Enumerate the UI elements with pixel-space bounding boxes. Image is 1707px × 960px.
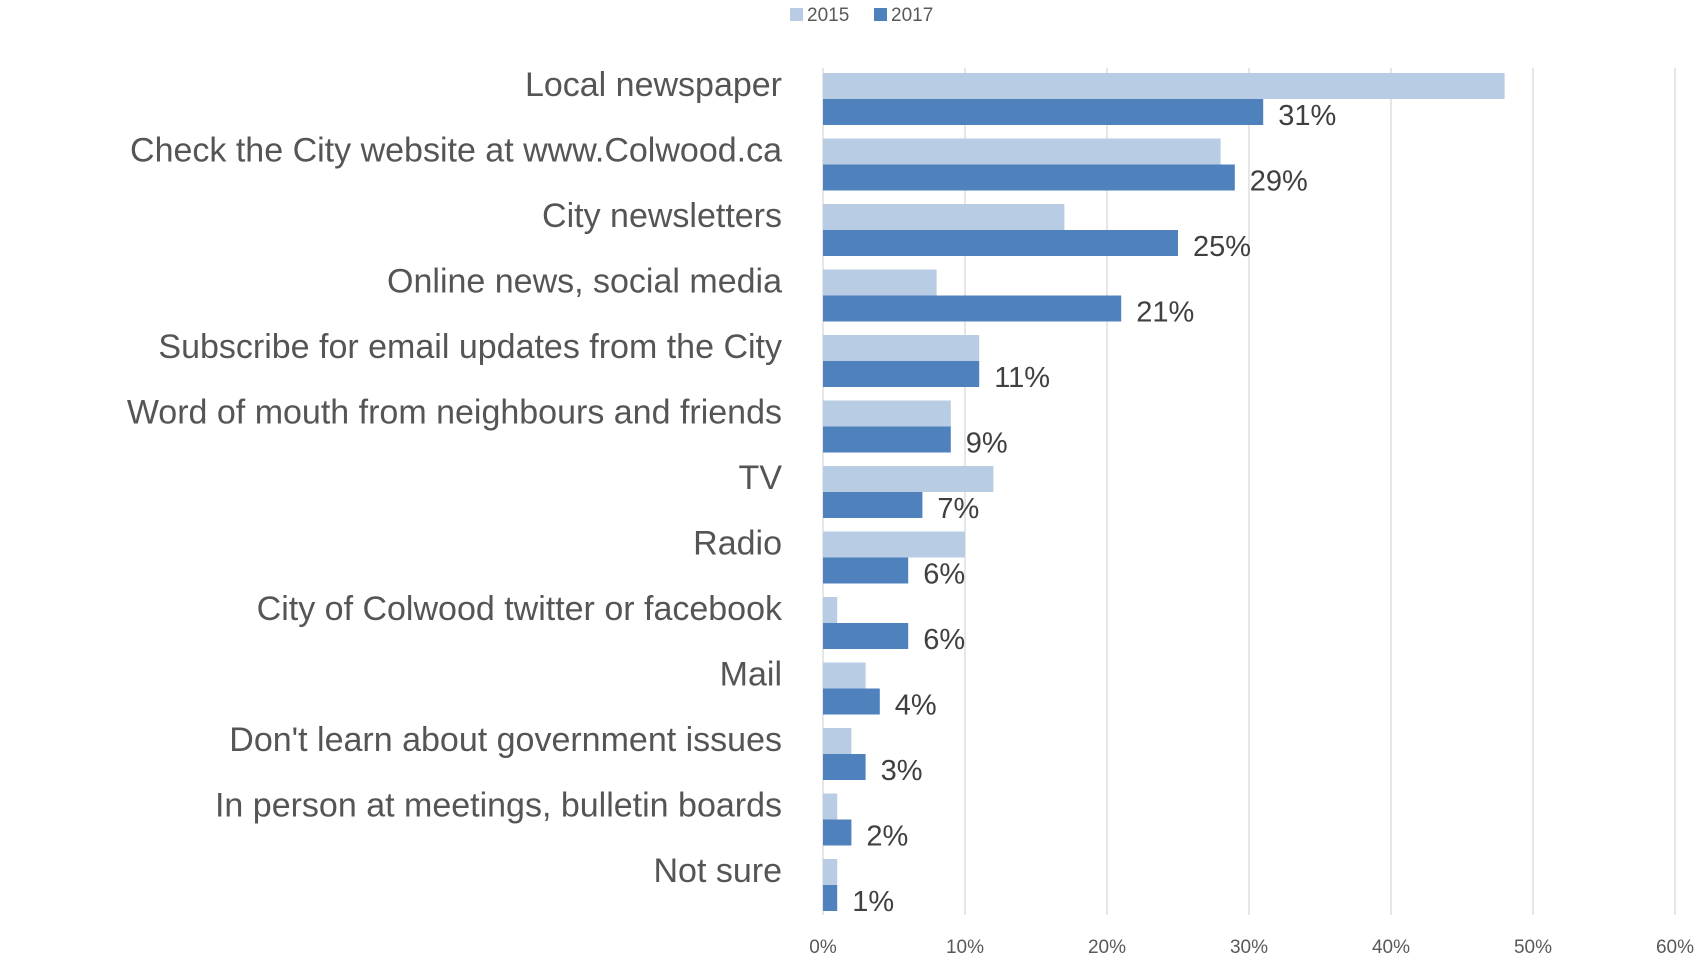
- category-label: In person at meetings, bulletin boards: [215, 787, 782, 825]
- bar-2015: [823, 269, 937, 296]
- category-label: Not sure: [654, 852, 783, 890]
- bar-2017: [823, 230, 1178, 256]
- bar-2015: [823, 204, 1065, 230]
- bar-2015: [823, 728, 852, 754]
- data-labels: 31% 29% 25% 21% 11% 9% 7% 6% 6% 4% 3% 2% 1%: [852, 100, 1336, 918]
- category-label: Word of mouth from neighbours and friend…: [127, 394, 782, 432]
- bar-2015: [823, 466, 994, 492]
- bar-2017: [823, 361, 980, 387]
- bar-2015: [823, 400, 951, 427]
- bar-2015: [823, 662, 866, 689]
- data-label-2017: 1%: [852, 886, 894, 918]
- bars: [823, 73, 1505, 911]
- bar-2017: [823, 164, 1235, 191]
- bar-2017: [823, 754, 866, 780]
- category-label: Subscribe for email updates from the Cit…: [158, 328, 782, 366]
- bar-2017: [823, 557, 909, 584]
- data-label-2017: 2%: [866, 821, 908, 853]
- category-label: Online news, social media: [387, 263, 782, 301]
- data-label-2017: 6%: [923, 559, 965, 591]
- category-label: City newsletters: [542, 197, 782, 235]
- data-label-2017: 29%: [1250, 166, 1308, 198]
- category-label: Local newspaper: [525, 66, 782, 104]
- data-label-2017: 7%: [937, 493, 979, 525]
- data-label-2017: 6%: [923, 624, 965, 656]
- bar-2017: [823, 819, 852, 846]
- legend-label-2017: 2017: [891, 5, 933, 26]
- bar-2017: [823, 688, 880, 715]
- category-labels: Local newspaper Check the City website at…: [127, 66, 783, 890]
- x-tick-label: 20%: [1088, 937, 1126, 958]
- data-label-2017: 21%: [1136, 297, 1194, 329]
- category-label: Radio: [693, 525, 782, 563]
- data-label-2017: 11%: [994, 362, 1050, 394]
- bar-2017: [823, 623, 909, 649]
- data-label-2017: 4%: [895, 690, 937, 722]
- bar-2017: [823, 99, 1264, 125]
- category-label: TV: [739, 459, 783, 497]
- x-tick-label: 50%: [1514, 937, 1552, 958]
- x-tick-label: 10%: [946, 937, 984, 958]
- data-label-2017: 31%: [1278, 100, 1336, 132]
- bar-2017: [823, 885, 838, 911]
- category-label: Check the City website at www.Colwood.ca: [130, 132, 782, 170]
- x-tick-label: 0%: [809, 937, 837, 958]
- x-tick-label: 60%: [1656, 937, 1694, 958]
- category-label: City of Colwood twitter or facebook: [257, 590, 783, 628]
- legend: 2015 2017: [790, 5, 933, 26]
- legend-label-2015: 2015: [807, 5, 849, 26]
- category-label: Mail: [720, 656, 782, 694]
- bar-2015: [823, 531, 965, 558]
- bar-2015: [823, 597, 838, 623]
- bar-2015: [823, 138, 1221, 165]
- bar-2015: [823, 335, 980, 361]
- bar-2015: [823, 859, 838, 885]
- bar-2017: [823, 426, 951, 453]
- bar-2017: [823, 295, 1122, 322]
- legend-swatch-2017: [874, 8, 887, 21]
- x-axis-tick-labels: 0% 10% 20% 30% 40% 50% 60%: [809, 937, 1694, 958]
- category-label: Don't learn about government issues: [229, 721, 782, 759]
- data-label-2017: 9%: [966, 428, 1008, 460]
- data-label-2017: 25%: [1193, 231, 1251, 263]
- bar-2017: [823, 492, 923, 518]
- x-tick-label: 30%: [1230, 937, 1268, 958]
- legend-swatch-2015: [790, 8, 803, 21]
- data-label-2017: 3%: [881, 755, 923, 787]
- bar-2015: [823, 793, 838, 820]
- bar-2015: [823, 73, 1505, 99]
- x-tick-label: 40%: [1372, 937, 1410, 958]
